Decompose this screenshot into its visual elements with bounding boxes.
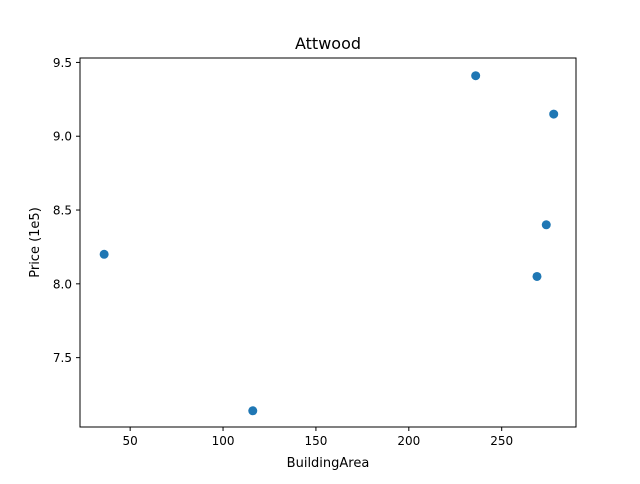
x-tick-label: 250 [490,434,513,448]
data-points [99,71,559,416]
y-tick-label: 8.5 [53,204,72,218]
data-point-0-2 [471,71,481,81]
data-point-0-1 [248,406,258,416]
data-point-0-3 [532,271,542,281]
chart-title: Attwood [295,34,361,53]
plot-area-background [80,58,576,427]
x-tick-label: 50 [123,434,138,448]
plot-frame [79,57,577,428]
y-tick-label: 9.5 [53,56,72,70]
x-axis-label: BuildingArea [287,456,370,471]
x-axis-ticks: 50 100 150 200 250 [123,427,513,448]
x-tick-label: 100 [212,434,235,448]
y-axis-ticks: 7.5 8.0 8.5 9.0 9.5 [53,56,80,365]
x-tick-label: 150 [304,434,327,448]
y-axis-label: Price (1e5) [28,207,43,278]
data-point-0-0 [99,249,109,259]
x-tick-label: 200 [397,434,420,448]
data-point-0-4 [541,220,551,230]
y-tick-label: 7.5 [53,351,72,365]
y-tick-label: 8.0 [53,277,72,291]
data-point-0-5 [549,109,559,119]
y-tick-label: 9.0 [53,130,72,144]
